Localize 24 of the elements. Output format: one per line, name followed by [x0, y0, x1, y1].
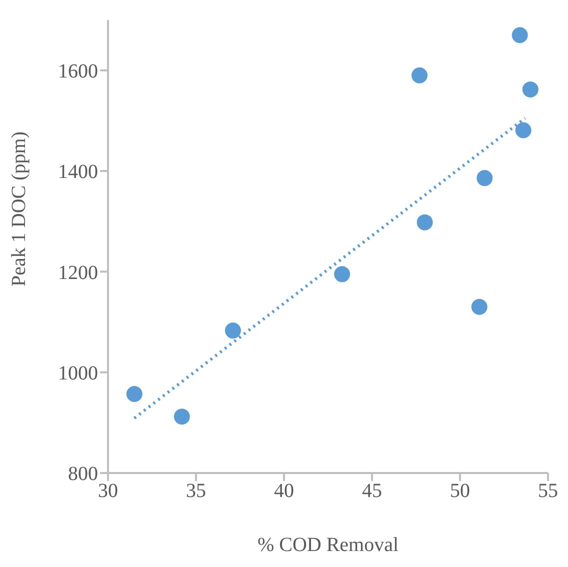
y-axis-title: Peak 1 DOC (ppm) — [8, 132, 30, 286]
y-tick-label: 1200 — [58, 262, 98, 284]
x-tick-label: 55 — [538, 480, 558, 502]
point — [476, 170, 493, 186]
point — [224, 322, 241, 339]
x-tick-label: 50 — [450, 480, 470, 502]
x-tick-label: 30 — [98, 480, 118, 502]
y-tick-label: 1400 — [58, 161, 98, 184]
point — [334, 266, 350, 282]
x-axis-title: % COD Removal — [257, 534, 399, 556]
point — [512, 27, 528, 44]
x-tick-label: 40 — [274, 480, 294, 502]
y-tick-label: 800 — [68, 463, 98, 486]
x-tick-label: 35 — [186, 480, 206, 502]
point — [174, 408, 190, 425]
x-tick-label: 45 — [362, 480, 382, 502]
y-tick-label: 1000 — [58, 362, 98, 384]
point — [126, 386, 142, 402]
point — [412, 67, 428, 84]
point — [522, 81, 538, 98]
point — [471, 298, 488, 315]
point — [416, 214, 433, 230]
point — [515, 122, 532, 138]
y-tick-label: 1600 — [58, 60, 98, 82]
